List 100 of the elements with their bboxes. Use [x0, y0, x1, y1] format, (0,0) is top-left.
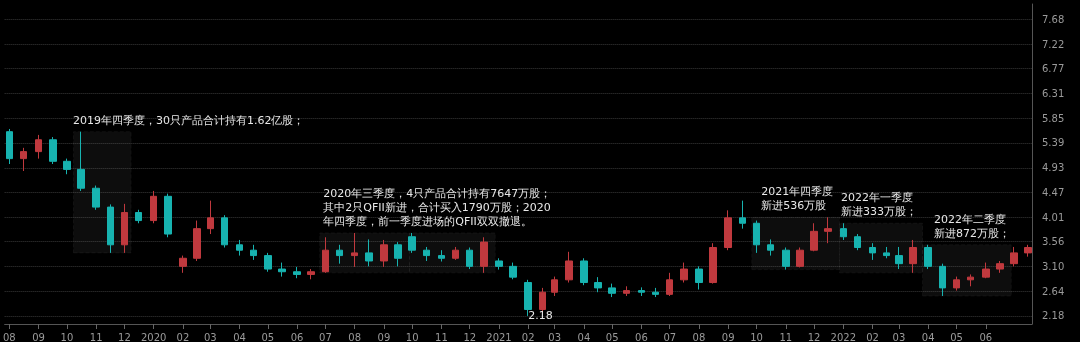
y-tick-label: 2.18: [1042, 310, 1065, 322]
candlestick: [452, 246, 459, 261]
x-tick-label: 05: [605, 331, 619, 342]
x-tick-label: 2022: [830, 331, 857, 342]
candlestick: [193, 220, 201, 262]
candlestick: [278, 262, 286, 278]
x-tick-label: 06: [635, 331, 648, 342]
band-label: 2022年二季度新进872万股；: [934, 212, 1011, 240]
x-tick-label: 04: [577, 331, 591, 342]
y-tick-label: 7.22: [1042, 38, 1065, 50]
y-tick-label: 5.85: [1042, 112, 1065, 124]
x-tick-label: 08: [692, 331, 706, 342]
y-tick-label: 4.93: [1042, 162, 1065, 174]
x-tick-label: 09: [32, 331, 45, 342]
candlestick: [709, 242, 717, 285]
candlestick: [796, 247, 804, 268]
candlestick: [394, 241, 402, 267]
candlestick: [6, 128, 13, 165]
x-tick-label: 09: [721, 331, 735, 342]
candlestick: [150, 190, 157, 224]
band-label: 2020年三季度，4只产品合计持有7647万股；其中2只QFII新进，合计买入1790万股；2020年四季度，前一季度进场的QFII双双撤退。: [323, 186, 552, 228]
candlestick: [236, 239, 243, 257]
y-tick-label: 7.68: [1042, 14, 1065, 26]
candlestick: [336, 244, 343, 265]
candlestick: [438, 249, 445, 263]
candlestick: [580, 257, 588, 286]
candlestick: [953, 276, 960, 292]
candlestick: [724, 209, 732, 251]
candlestick: [307, 268, 315, 280]
candlestick: [767, 238, 774, 257]
y-tick-label: 6.77: [1042, 63, 1065, 75]
candlestick: [35, 134, 42, 160]
annotation: 2.18: [528, 309, 553, 323]
candlestick: [666, 272, 673, 297]
x-tick-label: 03: [892, 331, 906, 342]
x-tick-label: 08: [3, 331, 16, 342]
candlestick: [351, 232, 358, 268]
candlestick: [551, 276, 558, 297]
candlestick: [207, 200, 214, 235]
candlestick: [883, 246, 890, 259]
candlestick: [107, 203, 114, 254]
candlestick: [909, 239, 917, 274]
y-tick-label: 4.01: [1042, 211, 1065, 223]
candlestick: [594, 276, 602, 293]
candlestick: [739, 200, 746, 230]
candlestick: [495, 257, 503, 271]
candlestick: [365, 238, 373, 267]
candlestick: [164, 193, 172, 238]
candlestick: [92, 185, 100, 211]
candlestick: [623, 285, 630, 297]
x-tick-label: 04: [921, 331, 935, 342]
candlestick: [221, 214, 228, 248]
candlestick: [77, 131, 85, 192]
y-tick-label: 2.64: [1042, 285, 1065, 297]
candlestick: [1024, 244, 1032, 258]
candlestick: [539, 287, 546, 313]
candlestick: [121, 203, 128, 254]
x-tick-label: 11: [779, 331, 793, 342]
candlestick: [480, 236, 488, 274]
band-label: 2019年四季度，30只产品合计持有1.62亿股；: [73, 113, 305, 127]
band-label: 2021年四季度新进536万股: [761, 185, 834, 213]
candlestick: [49, 136, 57, 165]
candlestick: [782, 247, 790, 271]
candlestick: [854, 233, 861, 251]
x-tick-label: 03: [203, 331, 217, 342]
x-tick-label: 11: [435, 331, 448, 342]
candlestick: [608, 283, 616, 298]
candlestick: [322, 236, 329, 274]
candlestick: [753, 220, 760, 254]
candlestick: [63, 158, 71, 175]
candlestick: [565, 251, 573, 284]
x-tick-label: 10: [60, 331, 74, 342]
x-tick-label: 03: [548, 331, 562, 342]
x-tick-label: 07: [319, 331, 332, 342]
x-tick-label: 09: [377, 331, 391, 342]
candlestick: [1010, 246, 1018, 267]
x-tick-label: 02: [176, 331, 190, 342]
candlestick: [695, 265, 703, 291]
candlestick: [824, 216, 832, 244]
candlestick: [380, 239, 388, 268]
x-tick-label: 12: [463, 331, 477, 342]
candlestick: [895, 246, 903, 270]
candlestick: [466, 247, 473, 270]
y-tick-label: 3.10: [1042, 260, 1065, 272]
y-tick-label: 6.31: [1042, 87, 1065, 99]
x-tick-label: 08: [348, 331, 362, 342]
x-tick-label: 10: [750, 331, 763, 342]
candlestick: [996, 260, 1004, 274]
x-tick-label: 06: [979, 331, 993, 342]
candlestick: [840, 222, 847, 241]
x-tick-label: 10: [405, 331, 419, 342]
candlestick: [810, 222, 818, 252]
x-tick-label: 02: [521, 331, 535, 342]
candlestick: [293, 266, 301, 279]
x-tick-label: 12: [807, 331, 821, 342]
band-label: 2022年一季度新进333万股；: [841, 191, 918, 219]
candlestick: [967, 273, 974, 287]
candlestick: [982, 262, 990, 279]
candlestick: [869, 242, 876, 261]
x-tick-label: 05: [261, 331, 275, 342]
